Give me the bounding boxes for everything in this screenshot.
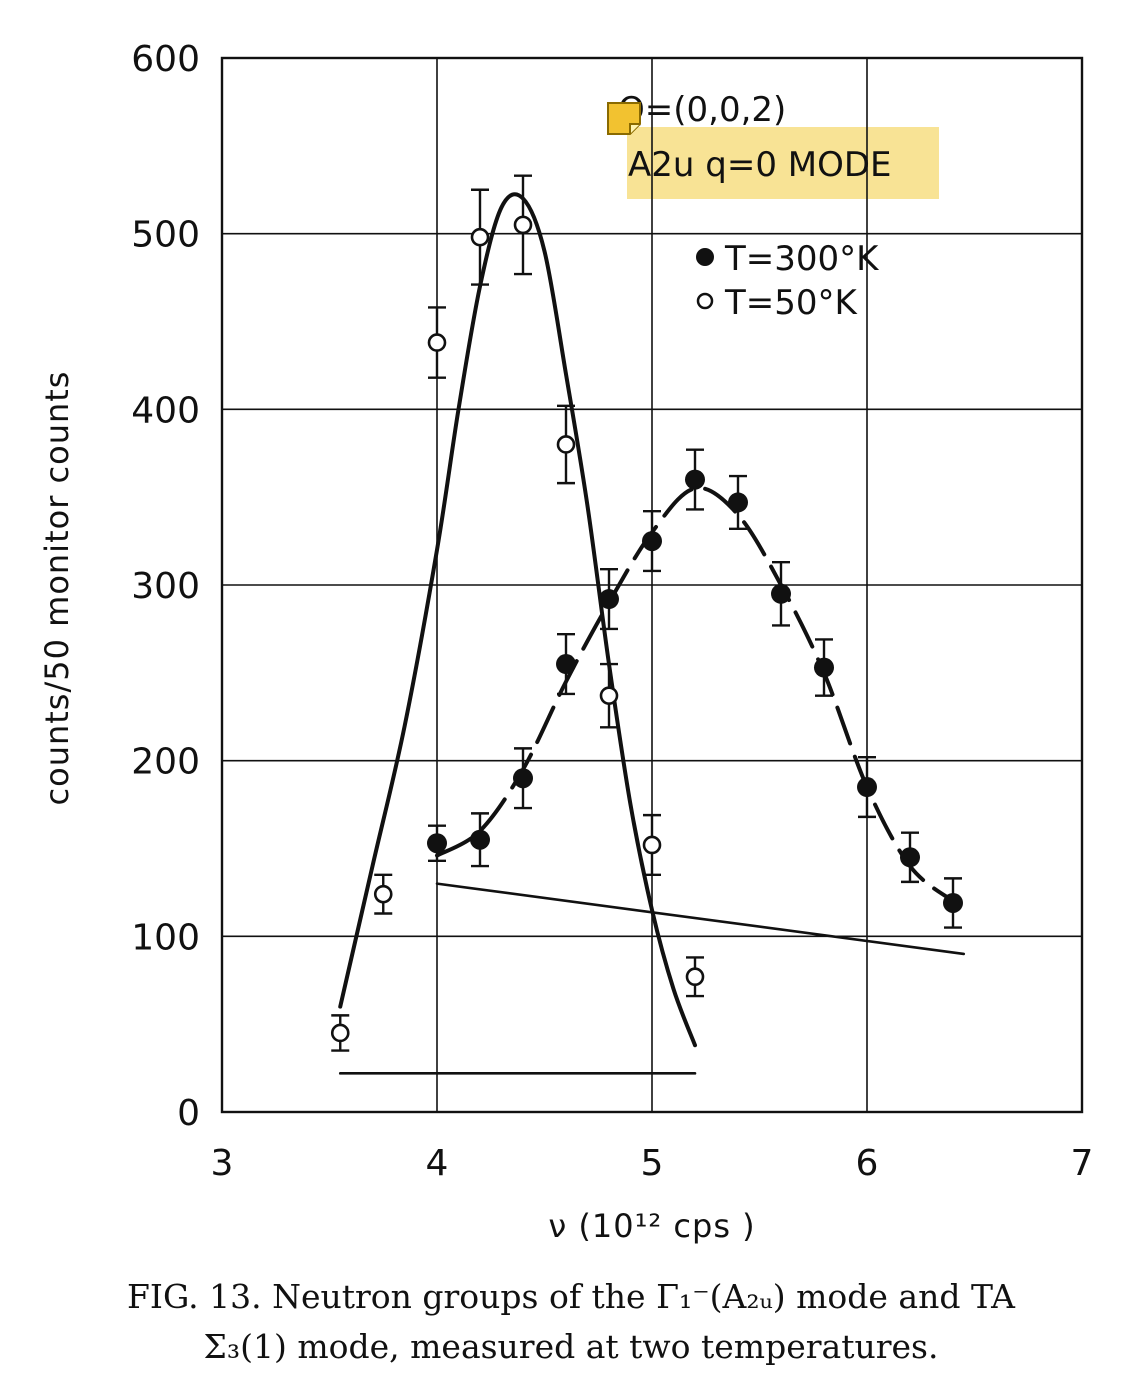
caption-line-1: FIG. 13. Neutron groups of the Γ₁⁻(A₂ᵤ) … — [127, 1277, 1015, 1316]
x-tick-labels: 3 4 5 6 7 — [211, 1143, 1094, 1184]
x-tick-label: 5 — [641, 1143, 664, 1184]
mode-label: A2u q=0 MODE — [628, 145, 892, 185]
point-300k — [771, 583, 791, 604]
x-tick-label: 3 — [211, 1143, 234, 1184]
point-50k — [556, 435, 576, 454]
x-tick-label: 4 — [426, 1143, 449, 1184]
point-300k — [642, 531, 662, 552]
q-label: Q=(0,0,2) — [618, 90, 786, 130]
y-tick-labels: 0 100 200 300 400 500 600 — [131, 39, 200, 1134]
y-tick-label: 0 — [177, 1093, 200, 1134]
x-axis-label: ν (10¹² cps ) — [548, 1207, 755, 1245]
fit-curve-0 — [338, 192, 697, 1048]
point-300k — [943, 892, 963, 913]
data-points — [330, 215, 963, 1043]
point-50k — [599, 686, 619, 705]
point-300k — [857, 777, 877, 798]
fit-curve-2 — [435, 882, 966, 956]
y-axis-label: counts/50 monitor counts — [38, 371, 76, 806]
y-tick-label: 600 — [131, 39, 200, 80]
grid — [222, 58, 1082, 1112]
frame-rect — [220, 56, 1084, 1114]
legend-marker-50k — [696, 292, 714, 310]
legend-marker-300k — [696, 248, 714, 266]
point-50k — [427, 333, 447, 352]
y-tick-label: 100 — [131, 917, 200, 958]
point-50k — [373, 884, 393, 904]
point-50k — [685, 967, 705, 987]
point-300k — [599, 589, 619, 610]
fit-curve-1 — [435, 486, 955, 904]
y-tick-label: 300 — [131, 566, 200, 607]
plot-frame — [220, 56, 1084, 1114]
point-300k — [513, 768, 533, 789]
point-50k — [470, 227, 490, 247]
highlight-box — [627, 127, 939, 199]
figure-caption: FIG. 13. Neutron groups of the Γ₁⁻(A₂ᵤ) … — [0, 1272, 1142, 1372]
point-50k — [513, 215, 533, 235]
caption-line-2: Σ₃(1) mode, measured at two temperatures… — [203, 1327, 939, 1366]
x-tick-label: 7 — [1071, 1143, 1094, 1184]
x-tick-label: 6 — [856, 1143, 879, 1184]
error-bars — [331, 174, 962, 1052]
y-tick-label: 400 — [131, 390, 200, 431]
point-300k — [470, 829, 490, 850]
point-300k — [814, 657, 834, 678]
point-300k — [728, 492, 748, 513]
point-50k — [330, 1023, 350, 1043]
legend-label-300k: T=300°K — [724, 239, 880, 279]
y-tick-label: 500 — [131, 215, 200, 256]
legend: T=300°K T=50°K — [696, 239, 880, 323]
sticky-note-icon[interactable] — [607, 102, 641, 135]
y-tick-label: 200 — [131, 742, 200, 783]
point-300k — [427, 833, 447, 854]
point-50k — [642, 835, 662, 855]
point-300k — [556, 654, 576, 675]
chart: 3 4 5 6 7 0 100 200 300 400 500 600 T=300°K T=50°K… — [38, 39, 1094, 1245]
point-300k — [900, 847, 920, 868]
point-300k — [685, 469, 705, 490]
legend-label-50k: T=50°K — [724, 283, 859, 323]
